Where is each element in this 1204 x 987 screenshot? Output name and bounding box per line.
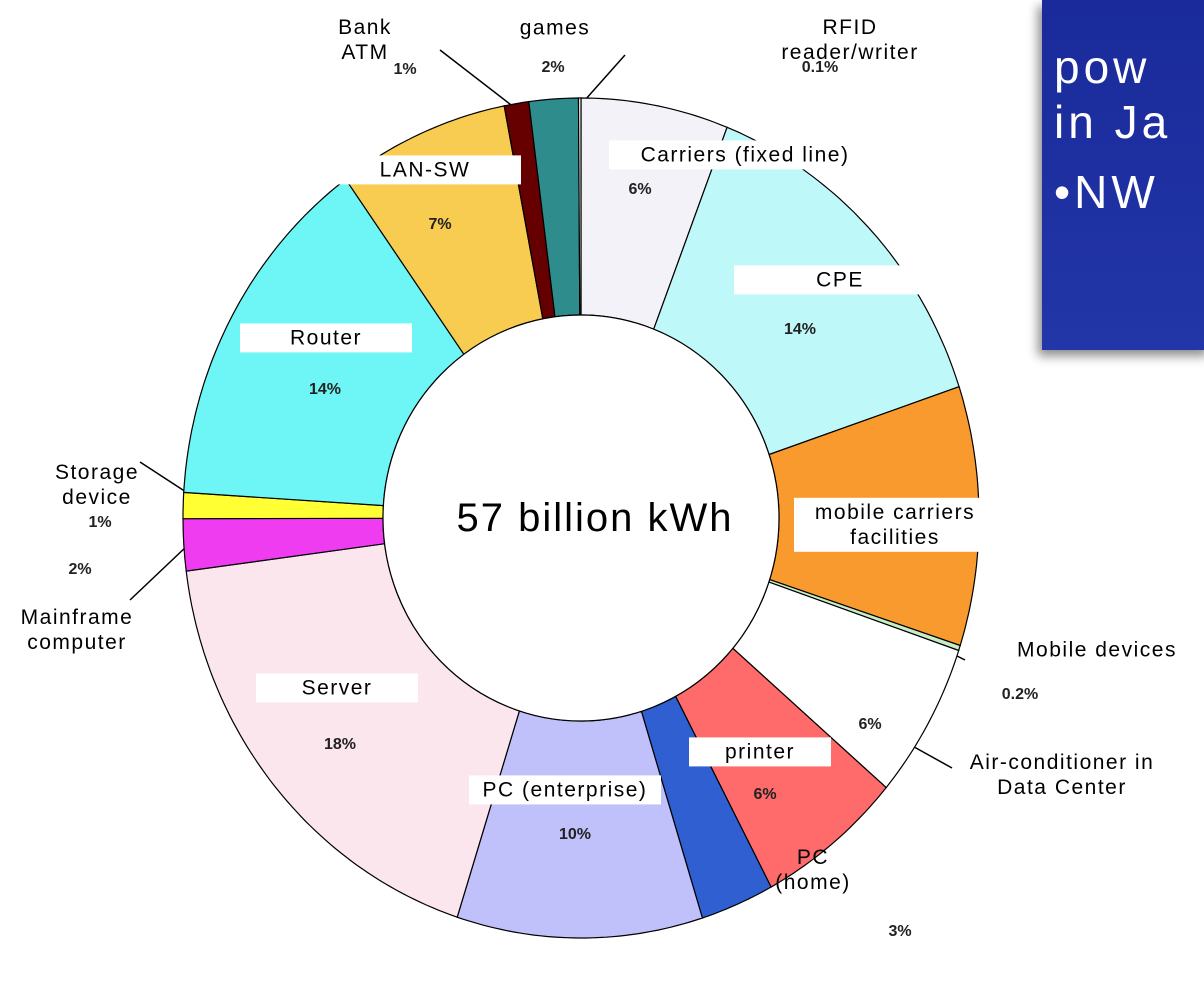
category-label: LAN-SW <box>329 155 521 185</box>
value-label: 14% <box>308 381 342 398</box>
donut-hole <box>382 314 780 722</box>
value-label: 2% <box>68 561 92 578</box>
value-label: 6% <box>753 786 777 803</box>
category-label: CPE <box>734 265 946 295</box>
value-label: 10% <box>558 826 592 843</box>
value-label: 18% <box>323 736 357 753</box>
category-label: Air-conditioner in Data Center <box>969 750 1155 799</box>
value-label: 1% <box>88 514 112 531</box>
value-label: 2% <box>541 59 565 76</box>
value-label: 7% <box>428 216 452 233</box>
slide-text: •NW <box>1054 166 1159 218</box>
leader-line <box>439 49 516 109</box>
category-label: Router <box>240 323 412 353</box>
category-label: RFID reader/writer <box>781 15 919 64</box>
category-label: mobile carriers facilities <box>794 497 996 553</box>
category-label: Mainframe computer <box>20 605 134 654</box>
value-label: 0.1% <box>801 59 839 76</box>
value-label: 1% <box>393 61 417 78</box>
center-text: 57 billion kWh <box>456 496 734 540</box>
slide-text: in Ja <box>1054 96 1172 148</box>
value-label: 3% <box>888 923 912 940</box>
category-label: PC (home) <box>775 845 851 894</box>
category-label: Storage device <box>54 460 140 509</box>
category-label: Bank ATM <box>338 15 392 64</box>
value-label: 6% <box>628 181 652 198</box>
leader-line <box>584 54 626 101</box>
slide-title-box: pow in Ja •NW <box>1042 0 1204 350</box>
category-label: Mobile devices <box>1017 638 1177 662</box>
category-label: Carriers (fixed line) <box>609 140 881 170</box>
value-label: 0.2% <box>1001 686 1039 703</box>
category-label: printer <box>689 737 831 767</box>
category-label: Server <box>256 673 418 703</box>
category-label: games <box>519 16 591 40</box>
leader-line <box>139 461 187 493</box>
value-label: 6% <box>858 716 882 733</box>
leader-line <box>129 544 189 601</box>
category-label: PC (enterprise) <box>469 775 661 805</box>
slide-text: pow <box>1054 41 1151 93</box>
value-label: 14% <box>783 321 817 338</box>
